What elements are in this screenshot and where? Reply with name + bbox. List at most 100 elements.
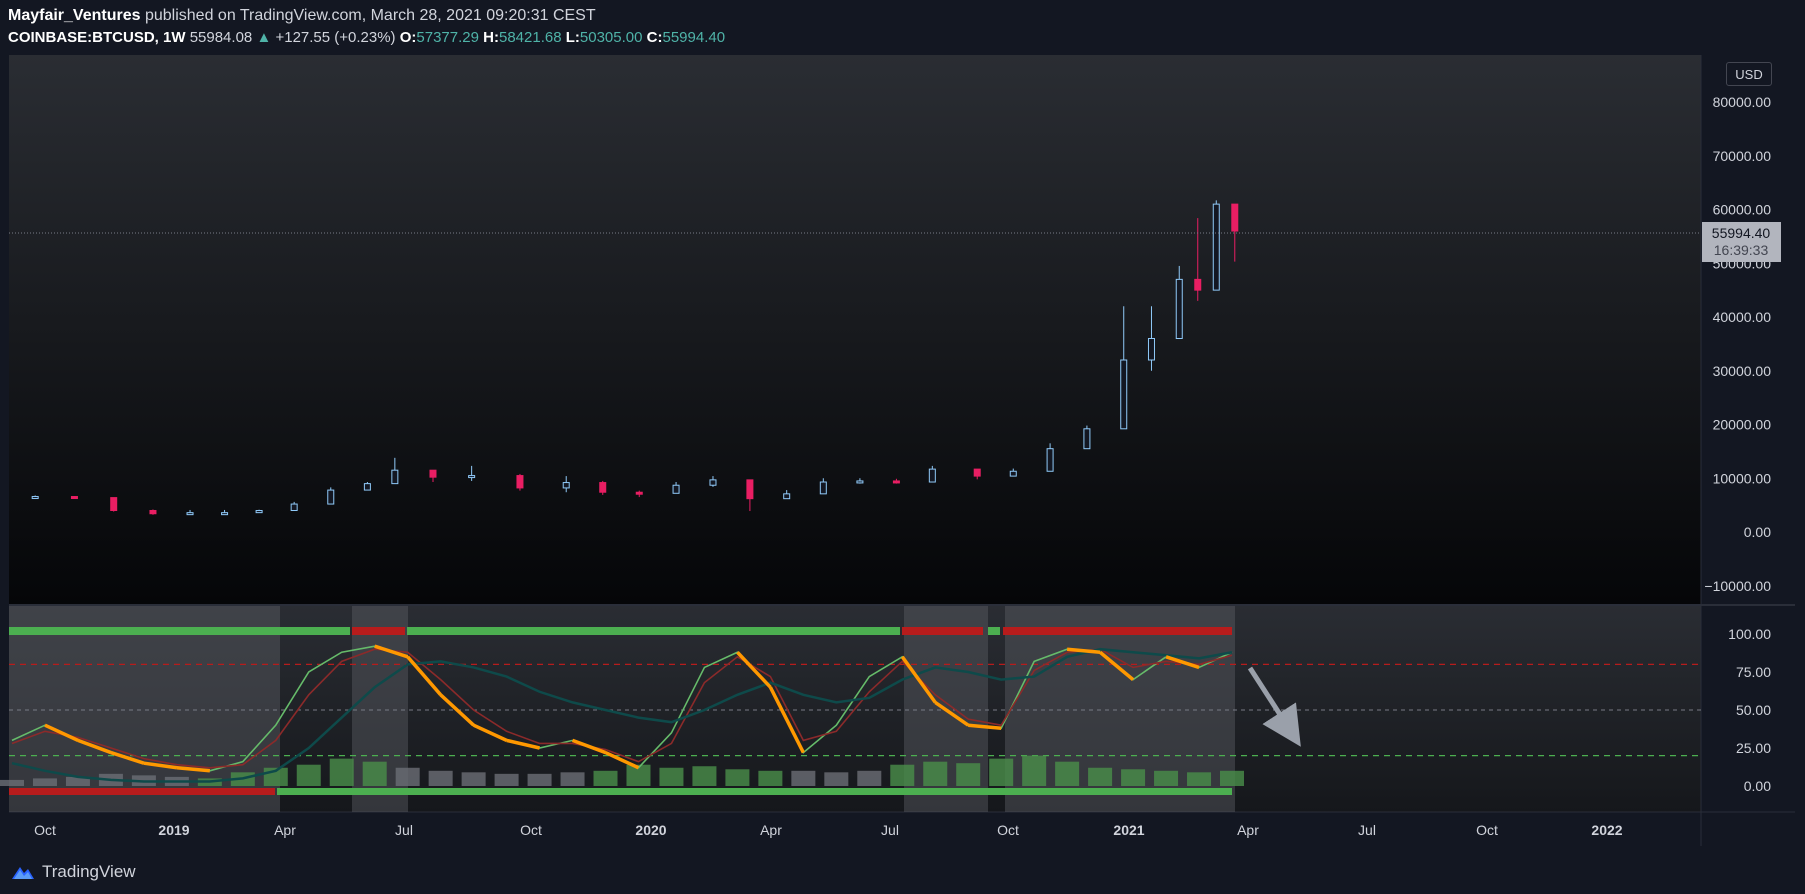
volume-bar — [0, 779, 24, 786]
candle-body — [186, 512, 194, 516]
candle-body — [1231, 203, 1239, 232]
price-change: +127.55 (+0.23%) — [275, 29, 396, 46]
trend-bar-top — [352, 627, 405, 635]
volume-bar — [362, 761, 387, 786]
ohlc-line: COINBASE:BTCUSD, 1W 55984.08 ▲ +127.55 (… — [8, 29, 726, 46]
price-tick-label: 70000.00 — [1713, 148, 1772, 164]
trend-bar-top — [407, 627, 900, 635]
indicator-tick-label: 75.00 — [1736, 664, 1771, 680]
volume-bar — [923, 761, 948, 786]
signal-segment — [406, 655, 442, 696]
volume-bar — [857, 770, 882, 786]
volume-bar — [560, 772, 585, 786]
open-label: O: — [399, 29, 417, 46]
volume-bar — [1154, 770, 1179, 786]
price-tick-label: 30000.00 — [1713, 363, 1772, 379]
candle-body — [31, 496, 39, 500]
indicator-tick-label: 50.00 — [1736, 702, 1771, 718]
time-axis-area[interactable] — [9, 812, 1795, 846]
candle-body — [783, 493, 791, 500]
author-name[interactable]: Mayfair_Ventures — [8, 7, 141, 24]
trend-bar-top — [902, 627, 983, 635]
time-tick-label: Jul — [881, 822, 899, 838]
volume-bar — [1022, 755, 1047, 786]
signal-segment — [44, 723, 79, 742]
candle-body — [290, 503, 298, 511]
signal-segment — [472, 723, 508, 742]
volume-bar — [32, 778, 57, 786]
volume-bar — [428, 770, 453, 786]
candle-body — [672, 484, 680, 494]
candle-body — [1083, 428, 1091, 450]
chart-canvas[interactable]: 80000.0070000.0060000.0050000.0040000.00… — [0, 0, 1805, 860]
volume-bar — [692, 766, 717, 786]
signal-segment — [604, 750, 640, 770]
candle-body — [327, 489, 335, 505]
candle-body — [391, 469, 399, 485]
signal-segment — [374, 644, 409, 659]
signal-segment — [900, 655, 937, 704]
countdown-label: 16:39:33 — [1714, 242, 1769, 258]
price-tick-label: 10000.00 — [1713, 470, 1772, 486]
candle-body — [562, 482, 570, 489]
candle-body — [746, 479, 754, 500]
footer: TradingView — [10, 860, 136, 884]
candle-body — [1212, 203, 1220, 291]
price-scale-area[interactable] — [1701, 55, 1795, 605]
time-tick-label: Jul — [1358, 822, 1376, 838]
close-value: 55994.40 — [662, 29, 726, 46]
time-tick-label: 2019 — [158, 822, 189, 838]
indicator-tick-label: 100.00 — [1728, 626, 1771, 642]
time-tick-label: Oct — [997, 822, 1019, 838]
price-tick-label: 40000.00 — [1713, 309, 1772, 325]
brand-label[interactable]: TradingView — [42, 862, 136, 881]
oscillator-line — [11, 647, 1233, 783]
volume-bar — [1121, 769, 1146, 786]
oscillator-line — [11, 648, 1233, 769]
volume-bar — [329, 758, 354, 786]
volume-bar — [824, 772, 849, 786]
candle-body — [856, 480, 864, 484]
candle-body — [1147, 338, 1155, 361]
volume-bar — [1220, 770, 1244, 786]
candle-body — [973, 468, 981, 477]
candle-body — [70, 496, 78, 500]
volume-bar — [725, 769, 750, 786]
time-tick-label: Jul — [395, 822, 413, 838]
candle-body — [819, 481, 827, 495]
last-price-label: 55994.40 — [1712, 225, 1771, 241]
symbol-label[interactable]: COINBASE:BTCUSD — [8, 29, 155, 46]
signal-segment — [176, 766, 210, 773]
low-value: 50305.00 — [579, 29, 643, 46]
last-price: 55984.08 — [189, 29, 253, 46]
trend-bar-bottom — [277, 788, 1232, 795]
trend-bar-top — [988, 627, 1000, 635]
forecast-arrow — [1247, 666, 1301, 747]
candle-body — [635, 491, 643, 495]
volume-bar — [626, 764, 651, 786]
signal-segment — [1098, 650, 1135, 681]
signal-segment — [571, 738, 607, 755]
volume-bar — [956, 763, 981, 786]
currency-button[interactable]: USD — [1726, 62, 1772, 86]
oscillator-series — [0, 644, 1701, 786]
volume-bar — [593, 770, 618, 786]
signal-segment — [77, 738, 112, 755]
candle-body — [516, 475, 524, 489]
indicator-scale-area[interactable] — [1701, 606, 1795, 812]
publish-line: Mayfair_Ventures published on TradingVie… — [8, 6, 1798, 26]
volume-bar — [989, 758, 1014, 786]
volume-bar — [758, 770, 783, 786]
candle-body — [149, 510, 157, 515]
candle-body — [1009, 470, 1017, 477]
candle-body — [363, 483, 371, 491]
interval-label[interactable]: 1W — [163, 29, 186, 46]
price-pane[interactable] — [9, 55, 1701, 605]
volume-bar — [395, 767, 420, 786]
volume-bar — [1088, 767, 1113, 786]
time-tick-label: Apr — [274, 822, 296, 838]
price-tick-label: 80000.00 — [1713, 94, 1772, 110]
candle-body — [255, 510, 263, 514]
high-value: 58421.68 — [498, 29, 562, 46]
volume-bar — [65, 776, 90, 786]
